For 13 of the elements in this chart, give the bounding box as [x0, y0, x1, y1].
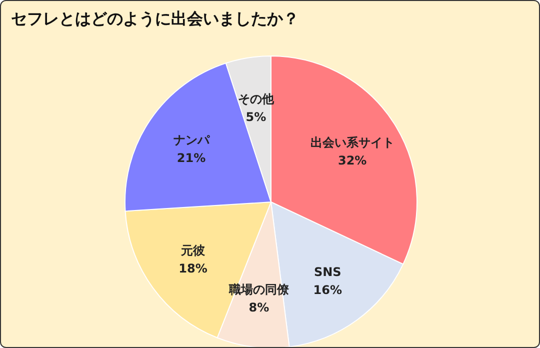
slice-label: その他 — [238, 92, 275, 106]
slice-label: ナンパ — [173, 132, 210, 147]
slice-label: SNS — [314, 264, 342, 279]
slice-label: 職場の同僚 — [228, 282, 290, 297]
data-label: 5% — [246, 110, 266, 124]
data-label: 16% — [313, 282, 342, 297]
data-label: 32% — [338, 153, 367, 168]
slice-label: 出会い系サイト — [310, 135, 394, 150]
data-label: 21% — [176, 150, 206, 165]
slice-label: 元彼 — [180, 244, 206, 258]
data-label: 18% — [178, 262, 208, 276]
data-label: 8% — [248, 300, 270, 315]
chart-title: セフレとはどのように出会いましたか？ — [11, 9, 299, 30]
